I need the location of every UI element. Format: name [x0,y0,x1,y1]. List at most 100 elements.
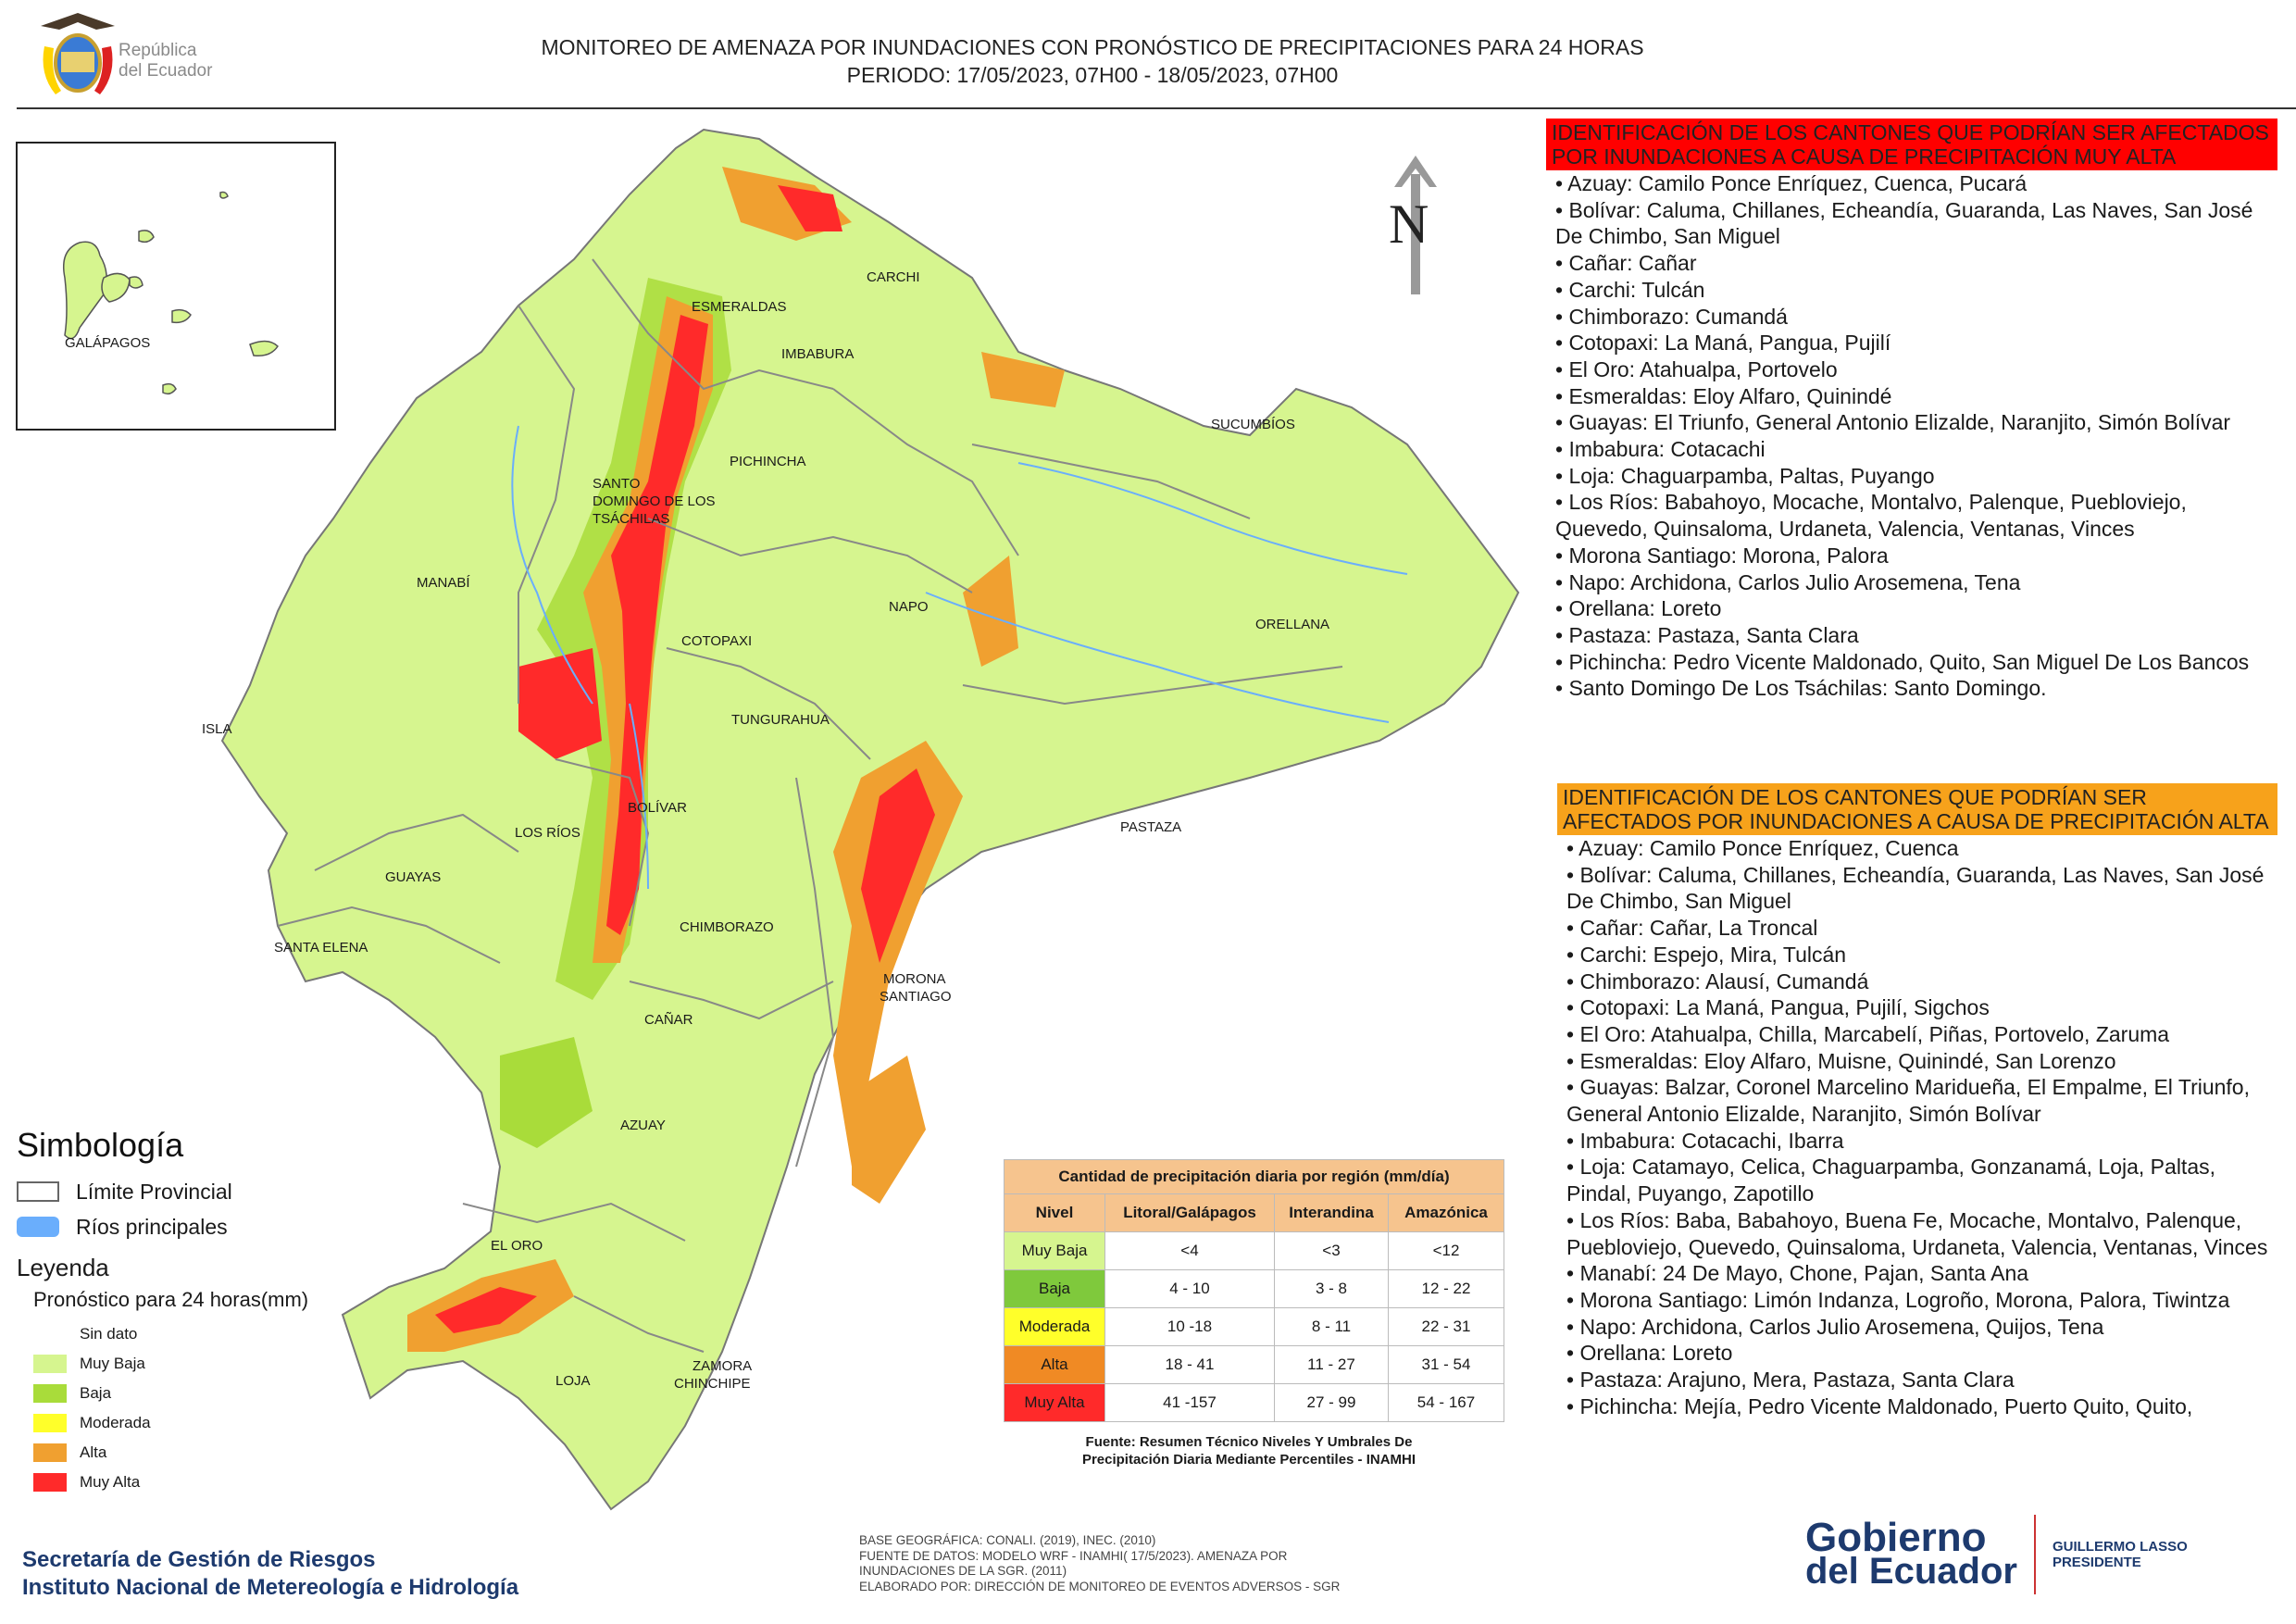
label-orellana: ORELLANA [1255,617,1329,632]
republica-logo-text: República del Ecuador [119,41,212,81]
alta-list: • Azuay: Camilo Ponce Enríquez, Cuenca • … [1546,835,2277,1419]
rios-principales-label: Ríos principales [76,1214,228,1239]
canton-list-item: • Esmeraldas: Eloy Alfaro, Muisne, Quini… [1566,1048,2116,1073]
canton-list-item: • Morona Santiago: Limón Indanza, Logroñ… [1566,1287,2230,1312]
precip-threshold-table: Cantidad de precipitación diaria por reg… [1004,1159,1504,1422]
table-cell: 31 - 54 [1388,1345,1504,1384]
legend-item: Alta [33,1438,308,1468]
label-cotopaxi: COTOPAXI [681,633,752,649]
swatch-muy-alta [33,1473,67,1492]
canton-list-item: • Manabí: 24 De Mayo, Chone, Pajan, Sant… [1566,1261,2029,1286]
legend-rios-principales: Ríos principales [17,1209,308,1244]
table-row: Alta 18 - 41 11 - 27 31 - 54 [1004,1345,1504,1384]
label-morona-1: MORONA [883,971,946,987]
label-imbabura: IMBABURA [781,346,854,362]
table-cell: 11 - 27 [1274,1345,1389,1384]
canton-list-item: • Orellana: Loreto [1566,1341,1733,1366]
canton-list-item: • Cañar: Cañar, La Troncal [1566,916,1818,941]
label-carchi: CARCHI [867,269,920,285]
label-santo-domingo-1: SANTO [593,476,640,492]
label-los-rios: LOS RÍOS [515,825,580,841]
rivers [511,425,1408,890]
legend-label: Moderada [80,1414,151,1431]
canton-list-item: • Orellana: Loreto [1555,596,1722,621]
canton-list-item: • Imbabura: Cotacachi, Ibarra [1566,1128,1844,1153]
canton-list-item: • Pichincha: Mejía, Pedro Vicente Maldon… [1566,1393,2193,1418]
canton-list-item: • Los Ríos: Babahoyo, Mocache, Montalvo,… [1555,490,2187,542]
canton-list-item: • Guayas: El Triunfo, General Antonio El… [1555,410,2231,435]
table-cell: 22 - 31 [1388,1307,1504,1346]
label-zamora-1: ZAMORA [693,1358,752,1374]
president-title: PRESIDENTE [2052,1555,2141,1570]
legend-label: Muy Alta [80,1473,141,1491]
label-manabi: MANABÍ [417,575,470,591]
legend-panel: Simbología Límite Provincial Ríos princi… [17,1126,308,1497]
table-header: Interandina [1274,1193,1389,1232]
canton-list-item: • Cotopaxi: La Maná, Pangua, Pujilí [1555,331,1891,356]
table-source: Fuente: Resumen Técnico Niveles Y Umbral… [1004,1433,1494,1468]
table-cell: <12 [1388,1231,1504,1270]
label-tungurahua: TUNGURAHUA [731,712,830,728]
swatch-alta [33,1443,67,1462]
label-santa-elena: SANTA ELENA [274,940,368,956]
canton-list-item: • Carchi: Espejo, Mira, Tulcán [1566,942,1847,967]
table-cell: 4 - 10 [1104,1269,1275,1308]
canton-list-item: • Los Ríos: Baba, Babahoyo, Buena Fe, Mo… [1566,1207,2268,1259]
alta-header: IDENTIFICACIÓN DE LOS CANTONES QUE PODRÍ… [1557,783,2277,835]
table-cell: 27 - 99 [1274,1383,1389,1422]
label-chimborazo: CHIMBORAZO [680,919,774,935]
table-row: Baja 4 - 10 3 - 8 12 - 22 [1004,1269,1504,1308]
label-azuay: AZUAY [620,1118,666,1133]
legend-label: Alta [80,1443,107,1461]
canton-list-item: • Esmeraldas: Eloy Alfaro, Quinindé [1555,383,1892,408]
table-cell: 3 - 8 [1274,1269,1389,1308]
legend-limite-provincial: Límite Provincial [17,1174,308,1209]
label-sucumbios: SUCUMBÍOS [1211,417,1295,432]
swatch-sin-dato [33,1325,67,1343]
republica-logo [31,9,244,102]
table-cell-level: Baja [1004,1269,1105,1308]
canton-list-item: • Santo Domingo De Los Tsáchilas: Santo … [1555,676,2047,701]
footer-institutions: Secretaría de Gestión de Riesgos Institu… [22,1546,518,1602]
simbologia-title: Simbología [17,1126,184,1164]
province-line-swatch [17,1181,59,1202]
legend-label: Baja [80,1384,112,1402]
table-header: Amazónica [1388,1193,1504,1232]
north-arrow-icon [1394,156,1437,294]
table-cell: 54 - 167 [1388,1383,1504,1422]
footer-inamhi: Instituto Nacional de Metereología e Hid… [22,1575,519,1600]
canton-list-item: • Guayas: Balzar, Coronel Marcelino Mari… [1566,1075,2250,1127]
legend-item: Moderada [33,1408,308,1438]
alta-section: IDENTIFICACIÓN DE LOS CANTONES QUE PODRÍ… [1546,783,2277,1419]
footer-credits: BASE GEOGRÁFICA: CONALI. (2019), INEC. (… [859,1533,1452,1594]
muy-alta-header: IDENTIFICACIÓN DE LOS CANTONES QUE PODRÍ… [1546,119,2277,170]
canton-list-item: • El Oro: Atahualpa, Portovelo [1555,356,1838,381]
label-morona-2: SANTIAGO [880,989,952,1005]
credit-line: ELABORADO POR: DIRECCIÓN DE MONITOREO DE… [859,1579,1341,1593]
canton-list-item: • Morona Santiago: Morona, Palora [1555,543,1889,568]
legend-item: Sin dato [33,1319,308,1349]
table-row: Muy Alta 41 -157 27 - 99 54 - 167 [1004,1383,1504,1422]
header-divider [17,107,2296,109]
pronostico-label: Pronóstico para 24 horas(mm) [33,1288,309,1311]
legend-items: Sin dato Muy Baja Baja Moderada Alta Muy… [17,1319,308,1497]
table-header: Litoral/Galápagos [1104,1193,1275,1232]
label-napo: NAPO [889,599,929,615]
legend-label: Sin dato [80,1325,138,1343]
galapagos-inset [16,142,336,431]
table-cell: 10 -18 [1104,1307,1275,1346]
table-row: Muy Baja <4 <3 <12 [1004,1231,1504,1270]
table-caption: Cantidad de precipitación diaria por reg… [1004,1159,1504,1194]
canton-list-item: • Carchi: Tulcán [1555,277,1705,302]
label-canar: CAÑAR [644,1012,693,1028]
legend-label: Muy Baja [80,1355,145,1372]
legend-item: Baja [33,1379,308,1408]
table-row: Moderada 10 -18 8 - 11 22 - 31 [1004,1307,1504,1346]
logo-text-line1: República [119,41,197,60]
footer-sgr: Secretaría de Gestión de Riesgos [22,1547,376,1572]
canton-list-item: • Chimborazo: Cumandá [1555,304,1788,329]
canton-list-item: • Napo: Archidona, Carlos Julio Arosemen… [1555,569,2021,594]
leyenda-title: Leyenda [17,1254,109,1281]
canton-list-item: • Bolívar: Caluma, Chillanes, Echeandía,… [1566,862,2265,914]
north-arrow: N [1389,156,1444,299]
